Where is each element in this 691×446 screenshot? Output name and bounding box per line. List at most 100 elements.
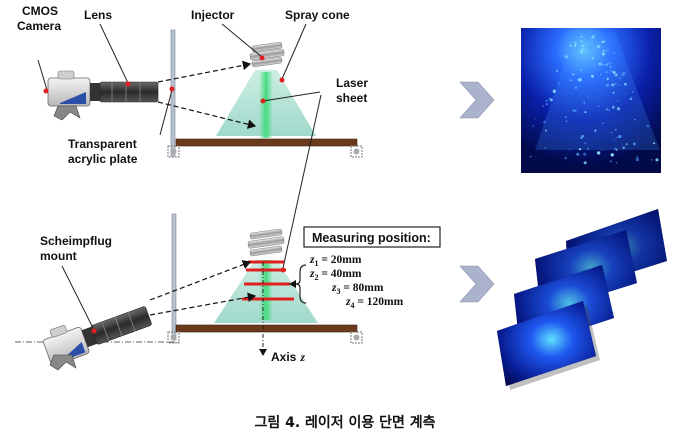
acrylic-leader: [159, 89, 173, 136]
spray-droplet: [557, 82, 560, 85]
position-z3: z3 = 80mm: [331, 282, 384, 296]
spray-droplet: [544, 147, 546, 149]
spray-droplet: [632, 142, 636, 146]
slice-1: [497, 301, 600, 390]
spray-droplet: [553, 122, 555, 124]
spray-droplet: [564, 55, 568, 59]
bench-top: [175, 138, 358, 147]
axis-var: z: [299, 350, 305, 364]
spray-droplet: [577, 79, 579, 81]
pos-var: z: [345, 296, 351, 308]
spray-droplet: [594, 129, 597, 132]
spray-droplet: [618, 77, 621, 80]
spray-droplet: [580, 40, 583, 43]
spray-droplet: [612, 63, 614, 65]
spray-droplet: [602, 50, 605, 53]
spray-droplet: [574, 41, 577, 44]
spray-droplet: [636, 156, 639, 158]
spray-droplet: [646, 124, 650, 128]
spray-droplet: [548, 97, 551, 100]
spray-droplet: [611, 83, 615, 87]
bench-foot-right: [350, 145, 363, 158]
spray-droplet: [602, 63, 604, 66]
laser-sheet-leader-long: [282, 94, 322, 269]
spray-droplet: [578, 148, 582, 151]
spray-droplet: [610, 153, 614, 157]
spray-droplet: [580, 50, 583, 54]
spray-droplet: [535, 118, 537, 120]
label-cmos-1: CMOS: [22, 4, 58, 18]
spray-droplet: [569, 148, 571, 151]
laser-sheet-top: [259, 72, 273, 138]
pos-val: = 120mm: [354, 296, 403, 308]
label-spray-cone: Spray cone: [285, 8, 350, 22]
spray-droplet: [601, 40, 604, 43]
spray-droplet: [587, 148, 589, 150]
figure-caption: 그림 4. 레이저 이용 단면 계측: [254, 414, 435, 431]
spray-droplet: [615, 129, 617, 131]
spray-droplet: [571, 80, 573, 82]
pos-val: = 20mm: [318, 254, 361, 266]
spray-droplet: [589, 66, 591, 68]
spray-droplet: [569, 44, 572, 47]
spray-droplet: [549, 98, 553, 102]
spray-droplet: [574, 45, 576, 47]
bench-foot-right-b: [350, 331, 363, 344]
spray-droplet: [564, 157, 567, 160]
label-acrylic-2: acrylic plate: [68, 152, 138, 166]
spray-droplet: [596, 44, 601, 49]
spray-droplet: [598, 105, 600, 107]
label-measuring-position: Measuring position:: [312, 231, 431, 245]
spray-droplet: [581, 48, 584, 51]
pos-sub: 3: [336, 287, 340, 296]
pos-sub: 4: [350, 301, 354, 310]
spray-droplet: [601, 52, 605, 56]
spray-droplet: [614, 139, 616, 141]
spray-droplet: [592, 59, 595, 61]
label-scheimpflug-2: mount: [40, 249, 77, 263]
spray-droplet: [594, 63, 596, 66]
spray-droplet: [629, 97, 633, 101]
pos-var: z: [309, 268, 315, 280]
spray-droplet: [605, 48, 609, 52]
spray-droplet: [571, 44, 573, 46]
label-cmos-2: Camera: [17, 19, 61, 33]
spray-droplet: [610, 132, 613, 134]
spray-droplet: [578, 78, 582, 82]
spray-droplet: [584, 65, 587, 68]
spray-droplet: [616, 136, 618, 139]
spray-droplet: [574, 109, 577, 112]
position-z4: z4 = 120mm: [345, 296, 404, 310]
spray-droplet: [564, 116, 567, 119]
pos-sub: 2: [314, 273, 318, 282]
spray-droplet: [543, 120, 546, 124]
spray-droplet: [565, 120, 568, 123]
spray-droplet: [606, 57, 608, 59]
spray-droplet: [624, 82, 627, 86]
spray-droplet: [610, 160, 612, 162]
spray-droplet: [614, 73, 618, 77]
spray-cone-leader: [281, 23, 307, 80]
pos-var: z: [331, 282, 337, 294]
spray-droplet: [583, 161, 587, 165]
spray-droplet: [608, 109, 611, 112]
spray-droplet: [606, 83, 609, 87]
bench-foot-left: [167, 145, 180, 158]
spray-droplet: [574, 86, 578, 90]
chevron-right-icon: [459, 81, 495, 119]
spray-droplet: [580, 35, 583, 39]
spray-droplet: [610, 69, 613, 73]
cmos-camera-icon: [47, 70, 159, 121]
label-axis-z: Axis z: [271, 350, 305, 364]
view-line-lower-top: [157, 101, 257, 129]
spray-droplet: [569, 79, 572, 82]
spray-droplet: [587, 96, 589, 98]
spray-droplet: [621, 72, 625, 77]
spray-droplet: [605, 63, 608, 67]
spray-droplet: [590, 74, 594, 78]
spray-droplet: [651, 159, 653, 161]
spray-droplet: [618, 134, 622, 139]
spray-droplet: [576, 152, 580, 156]
spray-droplet: [605, 108, 609, 111]
